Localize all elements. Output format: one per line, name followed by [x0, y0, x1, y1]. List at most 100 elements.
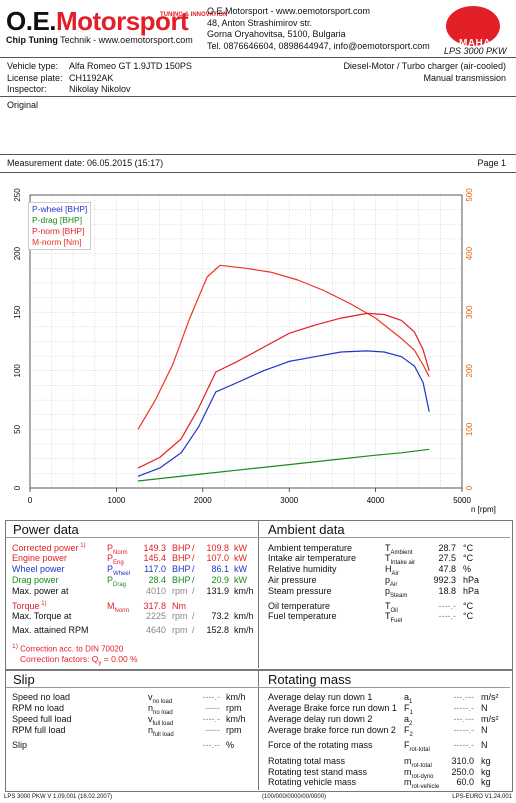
power-unit-2: kW — [234, 553, 247, 563]
symbol: mrot-total — [404, 756, 432, 769]
y-left-tick-label: 50 — [13, 424, 22, 433]
rotating-title: Rotating mass — [268, 672, 352, 687]
rotating-row-label: Average brake force run down 2 — [268, 725, 396, 735]
symbol: HAir — [385, 564, 399, 577]
divider — [0, 96, 516, 97]
symbol: vfull load — [148, 714, 174, 727]
ambient-unit: % — [463, 564, 472, 574]
symbol: TIntake air — [385, 553, 416, 566]
ambient-row-label: Ambient temperature — [268, 543, 353, 553]
slip-unit: rpm — [226, 725, 242, 735]
power-value-2: 131.9 — [206, 586, 229, 596]
ambient-value: 28.7 — [438, 543, 456, 553]
tagline-bold: Chip Tuning — [6, 35, 58, 45]
correction-text: Correction acc. to DIN 70020 — [20, 644, 124, 654]
correction-note: 1) Correction acc. to DIN 70020 — [12, 643, 123, 654]
symbol: F2 — [404, 725, 413, 738]
ambient-row-label: Air pressure — [268, 575, 317, 585]
rotating-value: ---.--- — [453, 714, 474, 724]
separator: / — [192, 611, 195, 621]
power-value-2: 20.9 — [211, 575, 229, 585]
original-label: Original — [7, 100, 39, 110]
power-unit-2: km/h — [234, 586, 254, 596]
power-unit-1: BHP — [172, 564, 191, 574]
x-tick-label: 5000 — [453, 496, 471, 505]
rotating-value: ---.--- — [453, 692, 474, 702]
x-tick-label: 0 — [28, 496, 33, 505]
symbol: pAir — [385, 575, 398, 588]
company-address: O.E.Motorsport - www.oemotorsport.com 48… — [207, 6, 430, 52]
vehicle-labels: Vehicle type: License plate: Inspector: — [7, 61, 63, 96]
series-line-0 — [137, 350, 430, 477]
power-value-1: 117.0 — [144, 564, 166, 574]
power-row-label: Max. power at — [12, 586, 69, 596]
ambient-unit: hPa — [463, 575, 480, 585]
separator: / — [192, 575, 195, 585]
power-unit-1: Nm — [172, 601, 186, 611]
rotating-row-label: Rotating total mass — [268, 756, 346, 766]
separator: / — [192, 586, 195, 596]
series-line-3 — [137, 264, 430, 430]
symbol: F1 — [404, 703, 413, 716]
y-left-tick-label: 150 — [13, 305, 22, 319]
chart-series — [137, 264, 430, 482]
rotating-value: -----.- — [453, 740, 474, 750]
power-torque-chart: 0 1000 2000 3000 4000 5000 0 50 100 150 200 250 0 100… — [13, 188, 496, 514]
rotating-unit: N — [481, 703, 488, 713]
rotating-row-label: Average delay run down 1 — [268, 692, 373, 702]
rotating-value: 60.0 — [456, 777, 474, 787]
symbol: Frot-total — [404, 740, 430, 753]
rotating-row-label: Average delay run down 2 — [268, 714, 373, 724]
ambient-title: Ambient data — [268, 522, 345, 537]
symbol: mrot-dyno — [404, 767, 434, 780]
ambient-value: ----.- — [438, 611, 457, 621]
symbol: PWheel — [107, 564, 131, 577]
ambient-value: 18.8 — [438, 586, 456, 596]
y-right-tick-label: 100 — [465, 422, 474, 436]
y-right-tick-label: 400 — [465, 246, 474, 260]
slip-value: ----.- — [202, 692, 221, 702]
correction-factors-text: Correction factors: Q — [20, 654, 99, 664]
rotating-unit: kg — [481, 777, 491, 787]
power-row-label: Torque 1) — [12, 601, 47, 611]
inspector-label: Inspector: — [7, 84, 47, 94]
separator: / — [192, 564, 195, 574]
rotating-value: 250.0 — [451, 767, 474, 777]
rotating-unit: N — [481, 740, 488, 750]
ambient-value: 992.3 — [433, 575, 456, 585]
power-value-1: 2225 — [145, 611, 166, 621]
vehicle-type-value: Alfa Romeo GT 1.9JTD 150PS — [69, 61, 192, 71]
page-number: Page 1 — [477, 158, 506, 168]
inspector-value: Nikolay Nikolov — [69, 84, 131, 94]
legend-item: P-norm [BHP] — [32, 226, 85, 236]
symbol: mrot-vehicle — [404, 777, 440, 790]
separator: / — [192, 543, 195, 553]
x-axis-label: n [rpm] — [471, 505, 496, 514]
slip-value: ---.-- — [202, 740, 221, 750]
correction-factors: Correction factors: Qy = 0.00 % — [20, 654, 138, 667]
y-left-tick-label: 100 — [13, 364, 22, 378]
slip-row-label: RPM no load — [12, 703, 65, 713]
symbol: TOil — [385, 601, 398, 614]
y-right-tick-label: 500 — [465, 188, 474, 202]
rotating-unit: m/s² — [481, 714, 499, 724]
correction-factors-value: = 0.00 % — [103, 654, 138, 664]
power-row-label: Drag power — [12, 575, 59, 585]
divider — [258, 670, 259, 790]
power-value-1: 4640 — [145, 625, 166, 635]
y-left-tick-label: 0 — [13, 485, 22, 490]
slip-row-label: Speed full load — [12, 714, 72, 724]
x-tick-label: 2000 — [194, 496, 212, 505]
chart-axes: 0 1000 2000 3000 4000 5000 0 50 100 150 200 250 0 100… — [13, 188, 474, 505]
company-line: Gorna Oryahovitsa, 5100, Bulgaria — [207, 29, 346, 39]
separator: / — [192, 625, 195, 635]
slip-row-label: Speed no load — [12, 692, 71, 702]
divider — [0, 154, 516, 155]
power-unit-2: km/h — [234, 625, 254, 635]
divider — [0, 172, 516, 173]
ambient-value: 47.8 — [438, 564, 456, 574]
ambient-unit: °C — [463, 601, 474, 611]
rotating-value: 310.0 — [451, 756, 474, 766]
footer-middle: (100/000/0000/00/0000) — [262, 794, 327, 800]
symbol: nfull load — [148, 725, 174, 738]
